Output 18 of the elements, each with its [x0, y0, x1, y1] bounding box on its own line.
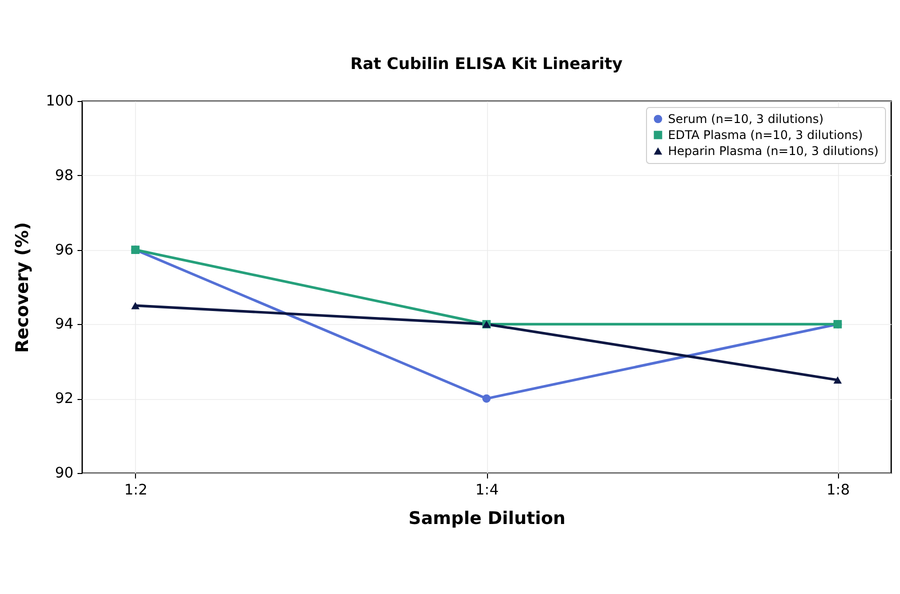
y-tick-label: 100 [46, 94, 74, 110]
x-tick-label: 1:8 [826, 482, 850, 498]
point [482, 394, 491, 403]
legend-label: Serum (n=10, 3 dilutions) [668, 112, 824, 126]
x-tick-label: 1:2 [124, 482, 148, 498]
y-tick-label: 96 [55, 242, 74, 258]
x-tick-label: 1:4 [475, 482, 499, 498]
legend-label: EDTA Plasma (n=10, 3 dilutions) [668, 128, 863, 142]
y-tick-label: 92 [55, 391, 74, 408]
point [131, 302, 140, 310]
point [833, 376, 842, 384]
chart-title: Rat Cubilin ELISA Kit Linearity [350, 54, 624, 73]
x-axis-title: Sample Dilution [408, 509, 566, 529]
y-tick-label: 94 [55, 316, 74, 333]
legend-label: Heparin Plasma (n=10, 3 dilutions) [668, 144, 879, 158]
y-tick-label: 90 [55, 466, 74, 482]
y-axis-title: Recovery (%) [12, 222, 33, 353]
y-tick-label: 98 [55, 168, 74, 184]
